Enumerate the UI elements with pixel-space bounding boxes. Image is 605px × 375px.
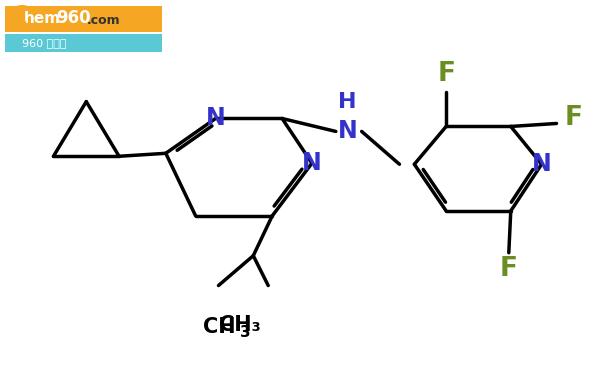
Text: 960: 960 (56, 9, 91, 27)
Text: N: N (338, 119, 358, 143)
Text: F: F (437, 61, 455, 87)
Text: N: N (206, 106, 226, 130)
Text: .com: .com (87, 13, 120, 27)
FancyBboxPatch shape (5, 34, 162, 52)
Text: N: N (532, 152, 552, 176)
Text: C: C (7, 4, 29, 33)
Text: F: F (500, 256, 518, 282)
Text: N: N (302, 151, 322, 175)
Text: F: F (564, 105, 583, 132)
Text: 3: 3 (240, 325, 251, 340)
Text: H: H (338, 92, 357, 112)
Text: CH: CH (203, 317, 235, 337)
Text: hem: hem (24, 10, 60, 26)
Text: 960 化工网: 960 化工网 (22, 38, 66, 48)
Text: CH₃: CH₃ (220, 315, 261, 335)
FancyBboxPatch shape (5, 6, 162, 32)
